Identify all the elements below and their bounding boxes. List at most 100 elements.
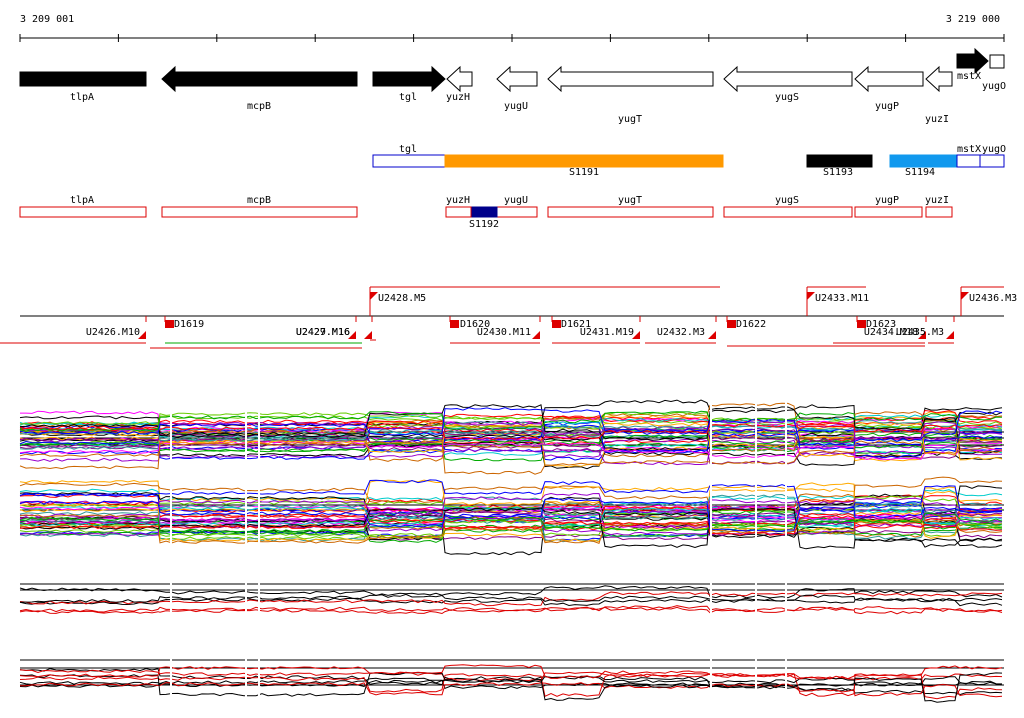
gene-label: tlpA — [70, 92, 94, 103]
track-gap — [710, 650, 712, 700]
segment — [470, 206, 538, 218]
segment-label: yuzI — [925, 195, 949, 206]
transcript-label: S1193 — [823, 167, 853, 178]
gene-arrow — [956, 47, 989, 75]
gene-label: mcpB — [247, 101, 271, 112]
gene-label: yugP — [875, 101, 899, 112]
gene-arrow — [925, 65, 953, 93]
segment — [161, 206, 358, 218]
transcript — [889, 154, 958, 168]
site-mark — [364, 331, 372, 339]
expression-trace — [19, 429, 1003, 451]
site-label: D1622 — [736, 319, 766, 330]
segment — [471, 206, 498, 218]
site-mark — [450, 320, 459, 328]
expression-trace — [19, 427, 1003, 448]
site-mark — [348, 331, 356, 339]
site-mark — [138, 331, 146, 339]
expression-trace — [19, 585, 1003, 599]
expression-trace — [19, 426, 1003, 444]
site-mark — [727, 320, 736, 328]
gene-arrow — [547, 65, 714, 93]
expression-trace — [19, 444, 1002, 466]
site-label: U2429.M16 — [296, 327, 350, 338]
site-label: U2427.M16 — [296, 327, 350, 338]
segment-label: yuzH — [446, 195, 470, 206]
expression-trace — [19, 501, 1003, 524]
expression-trace — [19, 492, 1003, 516]
site-label: U2426.M10 — [86, 327, 140, 338]
transcript-label: mstX — [957, 144, 981, 155]
transcript-label: yugO — [982, 144, 1006, 155]
track-gap — [755, 650, 757, 700]
expression-trace — [19, 423, 1003, 441]
site-label: D1621 — [561, 319, 591, 330]
expression-trace — [19, 664, 1003, 680]
track-gap — [245, 650, 247, 700]
site-mark — [532, 331, 540, 339]
expression-trace — [19, 506, 1003, 528]
segment — [445, 206, 472, 218]
segment-label: yugU — [504, 195, 528, 206]
track-gap — [710, 395, 712, 470]
site-label: U2428.M5 — [378, 293, 426, 304]
site-flag — [961, 292, 969, 300]
gene-label: yugS — [775, 92, 799, 103]
site-label: U2432.M3 — [657, 327, 705, 338]
gene-label: tgl — [399, 92, 417, 103]
gene-label: yuzI — [925, 114, 949, 125]
expression-trace — [19, 439, 1003, 475]
expression-trace — [19, 605, 1003, 613]
segment — [19, 206, 147, 218]
site-flag — [370, 292, 378, 300]
site-mark — [857, 320, 866, 328]
expression-trace — [19, 507, 1003, 550]
segment-label: yugS — [775, 195, 799, 206]
transcript — [372, 154, 446, 168]
gene-label: yugT — [618, 114, 642, 125]
expression-trace — [19, 404, 1003, 441]
track-gap — [170, 650, 172, 700]
axis-end: 3 219 000 — [946, 14, 1000, 25]
segment-label: S1192 — [469, 219, 499, 230]
track-gap — [755, 395, 757, 470]
expression-trace — [19, 420, 1003, 442]
site-flag — [807, 292, 815, 300]
expression-trace — [19, 420, 1003, 440]
site-mark — [165, 320, 174, 328]
site-label: U2436.M3 — [969, 293, 1017, 304]
expression-trace — [19, 415, 1003, 455]
gene-arrow — [989, 54, 1005, 69]
expression-trace — [19, 507, 1003, 526]
gene-label: mstX — [957, 71, 981, 82]
axis-start: 3 209 001 — [20, 14, 74, 25]
track-gap — [755, 475, 757, 545]
track-gap — [755, 575, 757, 620]
segment-label: yugT — [618, 195, 642, 206]
track-gap — [258, 650, 260, 700]
track-gap — [245, 475, 247, 545]
expression-trace — [19, 682, 1003, 698]
gene-arrow — [372, 65, 446, 93]
transcript — [444, 154, 724, 168]
gene-label: yugO — [982, 81, 1006, 92]
gene-arrow — [19, 71, 147, 87]
expression-trace — [19, 421, 1003, 456]
expression-trace — [19, 512, 1003, 533]
expression-trace — [19, 407, 1003, 447]
expression-trace — [19, 673, 1003, 700]
segment-label: yugP — [875, 195, 899, 206]
track-gap — [258, 395, 260, 470]
expression-trace — [19, 411, 1003, 430]
site-mark — [708, 331, 716, 339]
gene-arrow — [854, 65, 924, 93]
segment-label: tlpA — [70, 195, 94, 206]
track-gap — [785, 575, 787, 620]
track-gap — [258, 475, 260, 545]
expression-trace — [19, 593, 1003, 603]
expression-trace — [19, 479, 1003, 516]
transcript-label: S1191 — [569, 167, 599, 178]
expression-trace — [19, 497, 1003, 533]
gene-label: yugU — [504, 101, 528, 112]
site-label: U2430.M11 — [477, 327, 531, 338]
